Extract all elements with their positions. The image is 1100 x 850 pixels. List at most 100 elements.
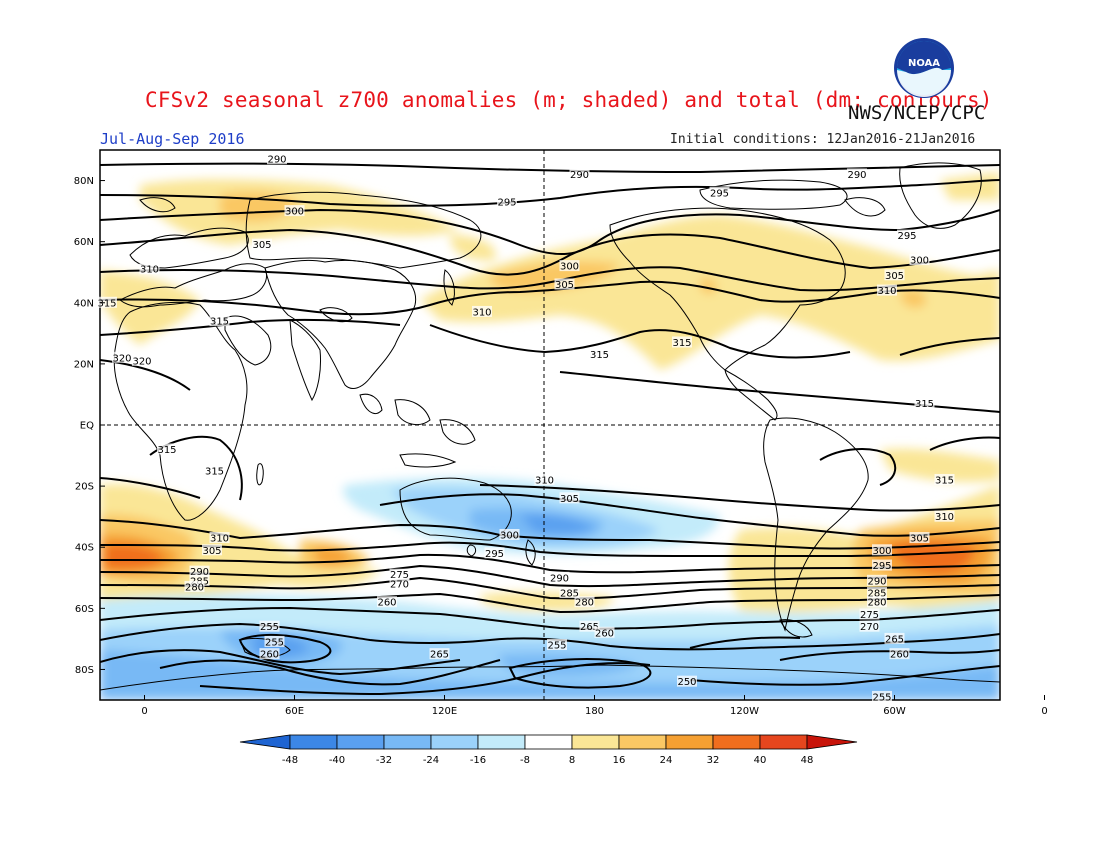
svg-text:305: 305 <box>555 280 574 291</box>
svg-text:300: 300 <box>500 531 519 542</box>
svg-text:260: 260 <box>260 650 279 661</box>
contour-label: 315 <box>97 296 117 309</box>
contour-label: 300 <box>559 260 580 273</box>
svg-text:295: 295 <box>485 549 504 560</box>
svg-text:255: 255 <box>260 622 279 633</box>
contour-label: 250 <box>677 675 697 688</box>
colorbar-swatch <box>383 734 432 750</box>
season-label: Jul-Aug-Sep 2016 <box>100 130 245 148</box>
svg-text:310: 310 <box>935 512 954 523</box>
contour-label: 285 <box>867 587 887 600</box>
contour-label: 270 <box>389 577 410 590</box>
colorbar-tick-label: -24 <box>423 755 439 766</box>
svg-text:265: 265 <box>580 622 599 633</box>
svg-text:265: 265 <box>885 634 904 645</box>
latitude-label: 40N <box>74 298 94 309</box>
svg-text:260: 260 <box>890 650 909 661</box>
colorbar-swatch <box>712 734 761 750</box>
latitude-label: 20S <box>75 482 94 493</box>
svg-text:285: 285 <box>867 589 886 600</box>
contour-label: 305 <box>252 238 272 251</box>
svg-text:315: 315 <box>205 466 224 477</box>
colorbar-swatch <box>618 734 667 750</box>
latitude-label: 80S <box>75 665 94 676</box>
contour-label: 310 <box>139 263 160 276</box>
colorbar-tick-label: 32 <box>707 755 720 766</box>
longitude-label: 120W <box>730 706 759 717</box>
contour-label: 275 <box>859 608 880 621</box>
contour-label: 295 <box>897 229 917 242</box>
contour-label: 310 <box>472 305 492 318</box>
contour-label: 310 <box>877 284 897 297</box>
contour-label: 260 <box>259 648 280 661</box>
contour-label: 300 <box>499 529 520 542</box>
latitude-label: 60S <box>75 604 94 615</box>
colorbar-tick-label: -48 <box>282 755 298 766</box>
svg-text:315: 315 <box>210 317 229 328</box>
contour-label: 300 <box>284 205 305 218</box>
colorbar-tick-label: -32 <box>376 755 392 766</box>
svg-text:315: 315 <box>915 399 934 410</box>
colorbar-swatch <box>665 734 714 750</box>
svg-text:310: 310 <box>877 286 896 297</box>
longitude-label: 120E <box>432 706 457 717</box>
contour-label: 290 <box>867 574 887 587</box>
svg-text:300: 300 <box>910 256 929 267</box>
svg-text:290: 290 <box>190 567 209 578</box>
svg-text:300: 300 <box>872 546 891 557</box>
latitude-label: EQ <box>80 421 94 432</box>
svg-text:250: 250 <box>677 677 696 688</box>
latitude-label: 20N <box>74 359 94 370</box>
colorbar-tick-label: 16 <box>613 755 626 766</box>
contour-label: 315 <box>209 315 230 328</box>
contour-label: 270 <box>859 620 880 633</box>
svg-text:305: 305 <box>202 546 221 557</box>
svg-text:270: 270 <box>390 579 409 590</box>
colorbar-tick-label: 40 <box>754 755 767 766</box>
svg-text:315: 315 <box>157 445 176 456</box>
colorbar-tick-label: 48 <box>801 755 814 766</box>
contour-label: 315 <box>672 336 692 349</box>
svg-text:255: 255 <box>547 641 566 652</box>
axis-label-layer: 80N 60N 40N 20N EQ 20S 40S 60S 80S 0 60E 120E 180 120… <box>74 176 1048 717</box>
contour-label: 305 <box>554 278 575 291</box>
colorbar-swatch <box>477 734 526 750</box>
colorbar-tick-label: -40 <box>329 755 345 766</box>
svg-text:260: 260 <box>377 598 396 609</box>
coastlines <box>100 162 1000 691</box>
contour-label: 280 <box>867 596 887 609</box>
contour-label: 260 <box>377 596 397 609</box>
contour-label: 305 <box>559 492 580 505</box>
svg-text:305: 305 <box>910 534 929 545</box>
contour-label: 315 <box>157 443 177 456</box>
svg-text:295: 295 <box>897 231 916 242</box>
agency-label: NWS/NCEP/CPC <box>848 102 986 124</box>
contour-label: 275 <box>389 568 410 581</box>
svg-text:290: 290 <box>847 170 866 181</box>
contour-label: 290 <box>549 571 570 584</box>
contour-label: 305 <box>202 544 222 557</box>
svg-text:280: 280 <box>575 598 594 609</box>
svg-text:315: 315 <box>935 476 954 487</box>
svg-text:320: 320 <box>132 356 151 367</box>
svg-text:290: 290 <box>867 576 886 587</box>
contour-label: 265 <box>884 632 905 645</box>
svg-text:315: 315 <box>97 298 116 309</box>
svg-text:315: 315 <box>672 338 691 349</box>
colorbar-swatch <box>336 734 385 750</box>
latitude-label: 80N <box>74 176 94 187</box>
svg-text:275: 275 <box>860 610 879 621</box>
colorbar-swatch <box>289 734 338 750</box>
svg-text:305: 305 <box>885 271 904 282</box>
latitude-label: 40S <box>75 543 94 554</box>
contour-label: 315 <box>204 464 225 477</box>
svg-text:280: 280 <box>185 582 204 593</box>
svg-text:255: 255 <box>872 692 891 703</box>
colorbar-swatch <box>759 734 808 750</box>
svg-text:305: 305 <box>252 240 271 251</box>
height-contours <box>100 162 1000 696</box>
svg-text:280: 280 <box>867 598 886 609</box>
contour-label: 290 <box>189 565 210 578</box>
